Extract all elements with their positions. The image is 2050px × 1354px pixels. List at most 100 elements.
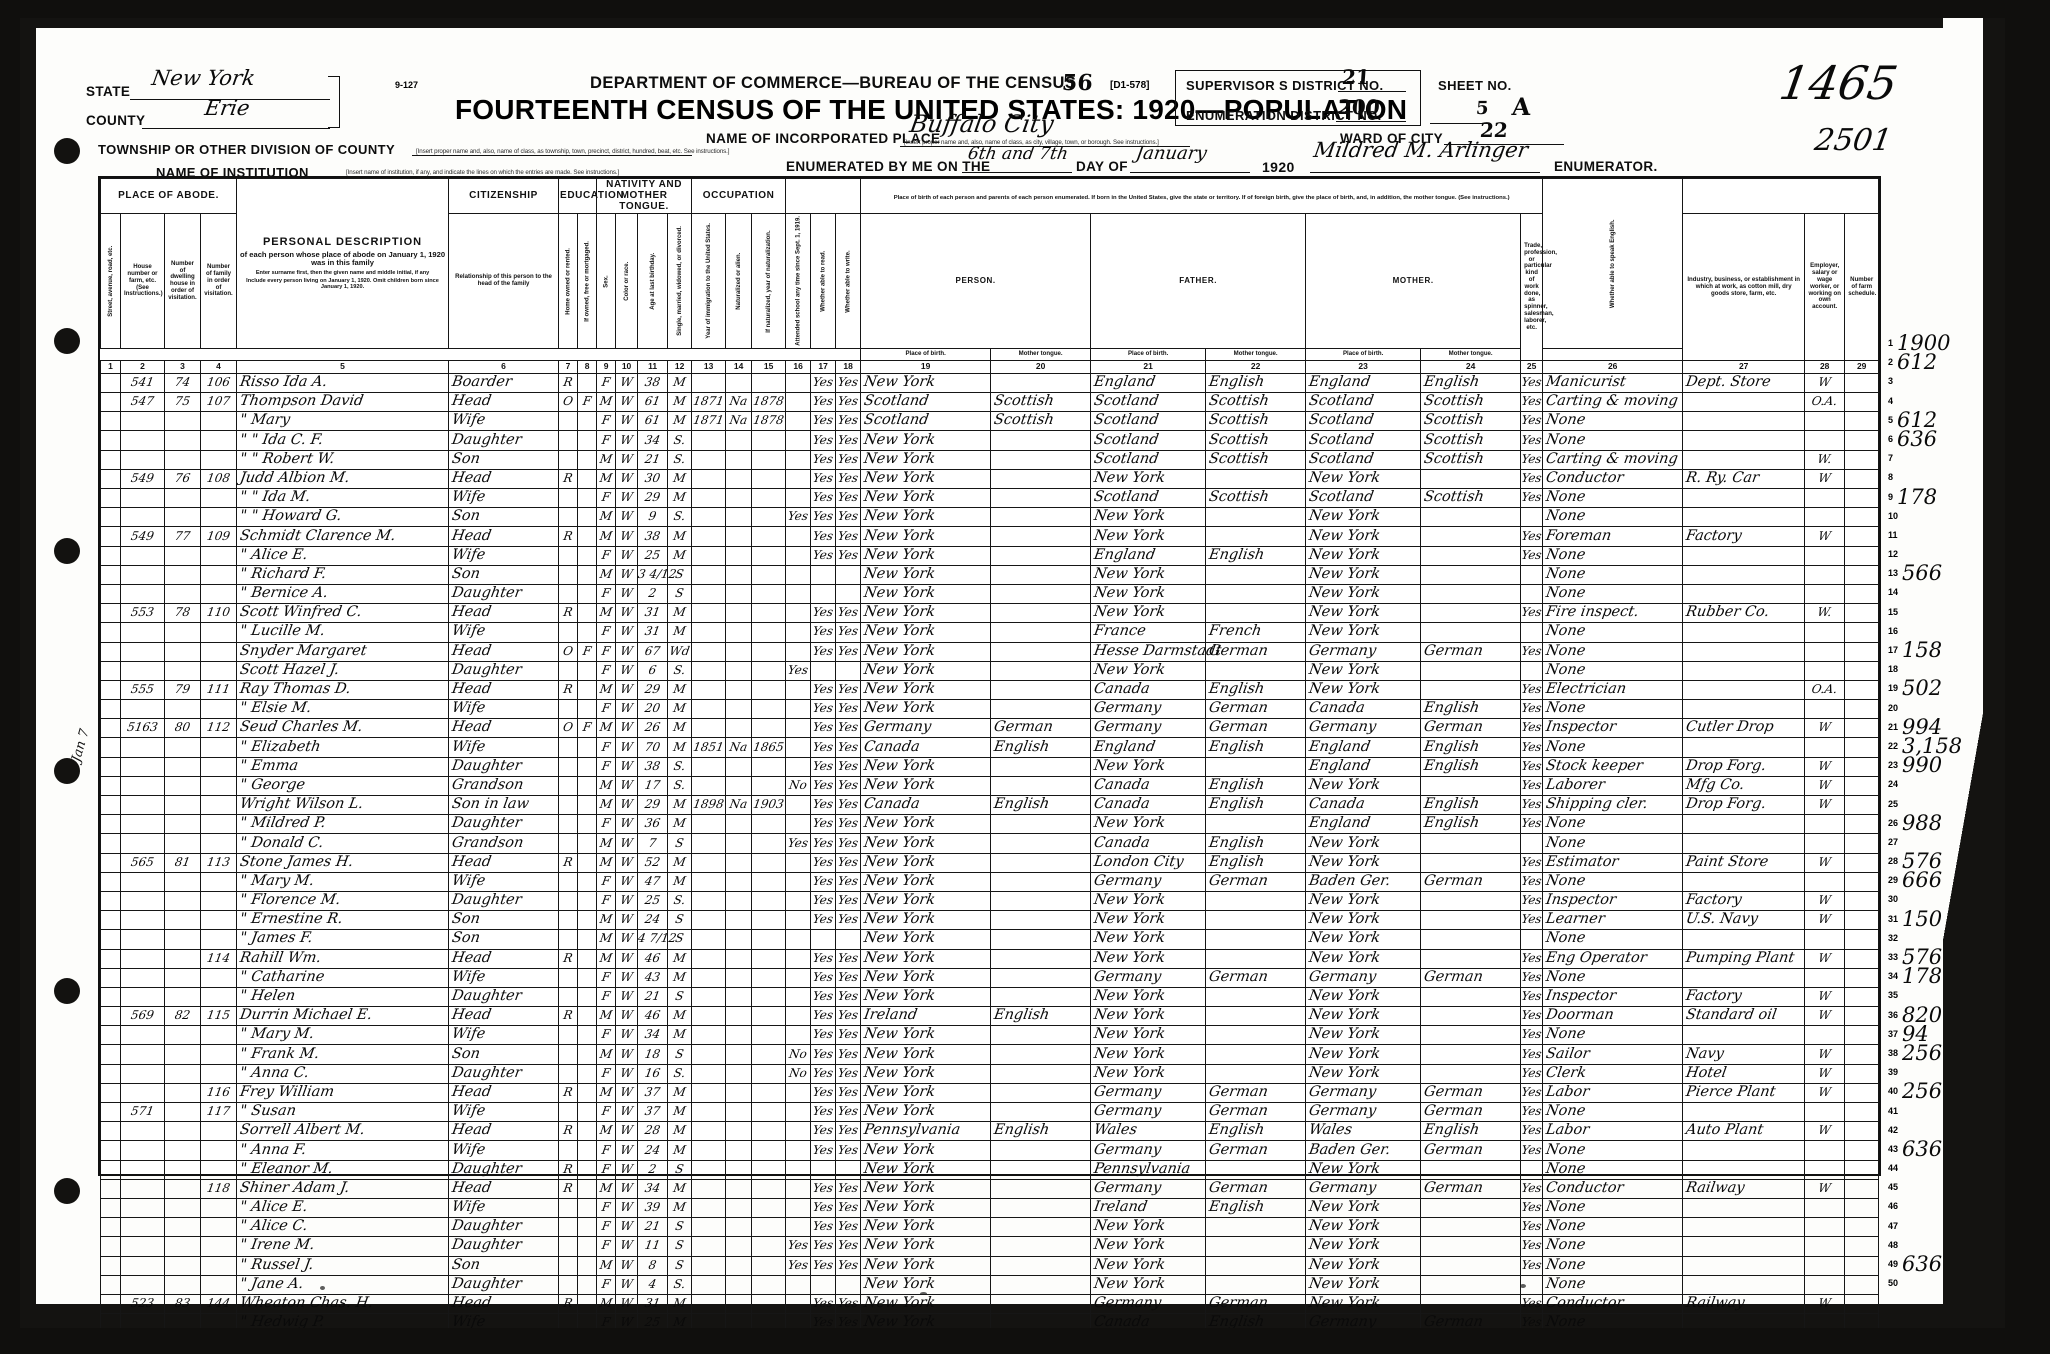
cell-eng: Yes [1520, 1293, 1544, 1315]
cell-c15 [751, 1178, 787, 1199]
cell-age: 9 [637, 507, 669, 528]
cell-value: New York [862, 949, 937, 966]
cell-mmt [1420, 583, 1522, 605]
cell-value: Yes [811, 509, 835, 524]
margin-line-number: 46 [1888, 1201, 1899, 1212]
cell-farm [1844, 583, 1880, 605]
cell-value: Conductor [1544, 1179, 1625, 1196]
cell-value: Yes [836, 720, 860, 735]
cell-ind: Railway [1682, 1293, 1806, 1315]
cell-race: W [615, 1140, 639, 1161]
cell-age: 28 [637, 1121, 669, 1142]
cell-fpb: Scotland [1090, 392, 1207, 413]
cell-c15 [751, 833, 787, 854]
cell-pb: New York [860, 1293, 992, 1315]
cell-value: F [600, 989, 612, 1004]
cell-c4 [199, 775, 238, 797]
cell-c14 [725, 1178, 753, 1199]
cell-mmt [1420, 1217, 1522, 1238]
cell-c13 [691, 679, 727, 701]
enumerated-day-rule [962, 157, 1072, 173]
cell-c3 [164, 1159, 201, 1180]
cell-value: W [619, 1065, 634, 1080]
column-number-17: 17 [810, 359, 837, 374]
cell-rel: Grandson [448, 775, 560, 797]
cell-c13: 1851 [691, 737, 727, 758]
cell-emp [1804, 1313, 1846, 1328]
cell-value: " Ernestine R. [238, 911, 345, 928]
cell-fmt: English [1205, 679, 1307, 701]
cell-c13 [691, 468, 727, 490]
cell-occ: None [1542, 1313, 1684, 1328]
cell-age: 38 [637, 756, 669, 777]
cell-c16 [785, 1159, 812, 1180]
cell-c1 [100, 1121, 121, 1142]
cell-c13 [691, 871, 727, 892]
cell-age: 52 [637, 852, 669, 873]
cell-c8 [577, 929, 598, 950]
cell-value: Yes [836, 432, 860, 447]
cell-value: 38 [643, 758, 662, 773]
cell-ind [1682, 660, 1806, 681]
cell-c15 [751, 1159, 787, 1180]
cell-fpb: Scotland [1090, 411, 1207, 432]
cell-fmt: English [1205, 1121, 1307, 1142]
cell-c15 [751, 507, 787, 528]
cell-value: Standard oil [1684, 1007, 1778, 1024]
census-sheet-scan: STATE New York COUNTY Erie TOWNSHIP OR O… [20, 18, 2005, 1328]
cell-farm [1844, 679, 1880, 701]
cell-ind [1682, 871, 1806, 892]
cell-value: O [562, 643, 575, 658]
cell-value: French [1207, 623, 1263, 640]
cell-c14 [725, 890, 753, 912]
cell-c1 [100, 1025, 121, 1046]
cell-c7 [558, 1197, 579, 1219]
cell-value: Yes [1520, 432, 1543, 447]
cell-value: W [1817, 720, 1832, 735]
cell-value: M [598, 1123, 614, 1138]
cell-c8 [577, 833, 598, 854]
cell-value: Yes [811, 893, 835, 908]
cell-c2 [120, 641, 165, 662]
cell-pb: Scotland [860, 392, 992, 413]
cell-value: Wright Wilson L. [238, 796, 365, 813]
cell-ind [1682, 1313, 1806, 1328]
cell-rel: Head [448, 718, 560, 739]
cell-fmt: German [1205, 871, 1307, 892]
cell-value: New York [1307, 911, 1382, 928]
margin-code-value: 666 [1902, 868, 1943, 893]
cell-race: W [615, 1082, 639, 1104]
cell-name: " Catharine [236, 967, 450, 988]
cell-c17: Yes [810, 1197, 837, 1219]
cell-farm [1844, 871, 1880, 892]
cell-mt [990, 468, 1092, 490]
cell-c18: Yes [835, 545, 862, 566]
cell-value: 31 [643, 624, 662, 639]
cell-c18: Yes [835, 948, 862, 969]
cell-value: W [619, 835, 634, 850]
cell-c2 [120, 1159, 165, 1180]
group-nativity: Place of birth of each person and parent… [860, 177, 1544, 215]
cell-c17 [810, 1159, 837, 1180]
cell-name: " Jane A. [236, 1274, 450, 1295]
cell-c13 [691, 986, 727, 1008]
cell-c4 [199, 411, 238, 432]
cell-age: 31 [637, 622, 669, 643]
cell-c8 [577, 871, 598, 892]
cell-value: S [674, 1238, 685, 1253]
cell-value: M [598, 1046, 614, 1061]
cell-c14: Na [725, 392, 753, 413]
cell-pb: New York [860, 1025, 992, 1046]
cell-value: F [600, 432, 612, 447]
cell-c3 [164, 430, 201, 451]
margin-line-number: 34 [1888, 971, 1899, 982]
cell-c13 [691, 1293, 727, 1315]
cell-value: Railway [1684, 1295, 1746, 1312]
cell-value: 31 [643, 605, 662, 620]
cell-value: 39 [643, 1200, 662, 1215]
cell-value: Daughter [450, 1218, 523, 1235]
cell-occ: None [1542, 814, 1684, 835]
supervisors-district-label: SUPERVISOR S DISTRICT NO. [1186, 78, 1384, 93]
cell-c17 [810, 564, 837, 585]
cell-c2 [120, 449, 165, 470]
